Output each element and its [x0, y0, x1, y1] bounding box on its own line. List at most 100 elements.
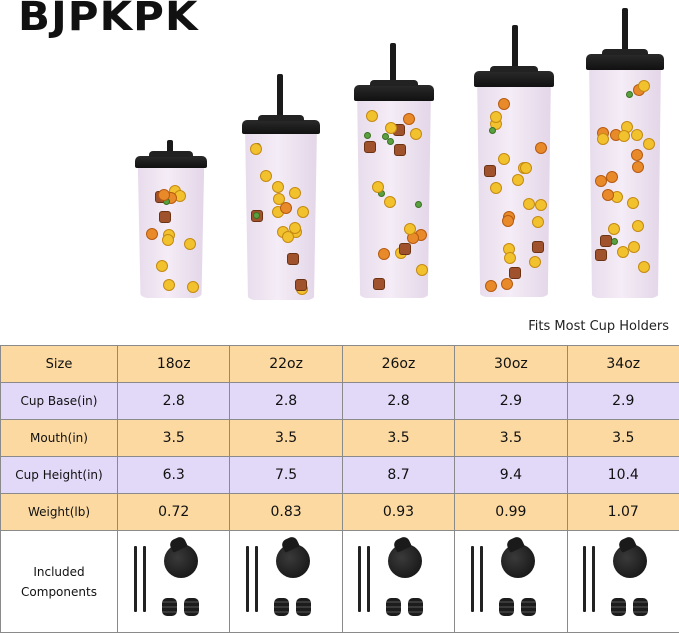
value-cell: 6.3	[116, 456, 231, 494]
emoji-pattern-icon	[489, 181, 502, 194]
emoji-pattern-icon	[599, 234, 612, 247]
emoji-pattern-icon	[501, 214, 514, 227]
emoji-pattern-icon	[363, 132, 371, 140]
lid-icon	[474, 66, 554, 87]
value-cell: 0.83	[229, 493, 343, 531]
value-cell: 3.5	[116, 419, 231, 457]
plug-icon	[161, 597, 177, 616]
value-cell: 9.4	[454, 456, 568, 494]
value-cell: 2.9	[566, 382, 679, 420]
emoji-pattern-icon	[512, 174, 525, 187]
size-cell: 30oz	[454, 345, 568, 383]
emoji-pattern-icon	[272, 181, 285, 194]
emoji-pattern-icon	[532, 215, 544, 228]
table-row-weight: Weight(lb) 0.72 0.83 0.93 0.99 1.07	[0, 493, 679, 531]
emoji-pattern-icon	[184, 238, 197, 250]
emoji-pattern-icon	[638, 79, 651, 92]
value-cell: 3.5	[229, 419, 343, 457]
components-set	[455, 532, 566, 632]
lid-icon	[275, 543, 310, 578]
row-label: Size	[0, 345, 118, 383]
plug-icon	[520, 597, 536, 616]
emoji-pattern-icon	[483, 164, 496, 177]
value-cell: 1.07	[566, 493, 679, 531]
cup-body	[245, 134, 317, 300]
straw-icon	[512, 25, 518, 75]
emoji-pattern-icon	[534, 198, 547, 211]
emoji-pattern-icon	[363, 140, 376, 153]
emoji-pattern-icon	[489, 111, 502, 124]
plug-icon	[408, 597, 424, 616]
lid-icon	[163, 543, 198, 578]
plug-icon	[183, 597, 199, 616]
emoji-pattern-icon	[415, 263, 428, 276]
plug-icon	[273, 597, 289, 616]
emoji-pattern-icon	[394, 143, 407, 156]
table-row-cup-base: Cup Base(in) 2.8 2.8 2.8 2.9 2.9	[0, 382, 679, 420]
emoji-pattern-icon	[628, 241, 641, 254]
emoji-pattern-icon	[637, 261, 650, 274]
row-label: Cup Height(in)	[0, 456, 118, 494]
row-label-line: Included	[33, 564, 85, 579]
emoji-pattern-icon	[386, 137, 394, 145]
emoji-pattern-icon	[365, 110, 378, 123]
emoji-pattern-icon	[381, 133, 389, 141]
plug-icon	[295, 597, 311, 616]
value-cell: 8.7	[341, 456, 456, 494]
components-set	[118, 532, 229, 632]
cup-26oz	[354, 43, 434, 300]
emoji-pattern-icon	[497, 153, 510, 165]
components-set	[568, 532, 679, 632]
cup-body	[137, 168, 205, 298]
lid-icon	[613, 543, 648, 578]
value-cell: 2.9	[454, 382, 568, 420]
components-cell	[454, 530, 568, 633]
lid-icon	[500, 543, 535, 578]
emoji-pattern-icon	[186, 280, 199, 293]
emoji-pattern-icon	[519, 162, 532, 175]
emoji-pattern-icon	[286, 252, 299, 265]
emoji-pattern-icon	[280, 201, 293, 214]
components-set	[230, 532, 341, 632]
emoji-pattern-icon	[289, 186, 302, 199]
emoji-pattern-icon	[163, 279, 176, 292]
emoji-pattern-icon	[158, 211, 171, 224]
emoji-pattern-icon	[500, 278, 513, 291]
straw-icon	[133, 545, 137, 612]
cup-34oz	[586, 8, 664, 300]
row-label: Cup Base(in)	[0, 382, 118, 420]
emoji-pattern-icon	[626, 91, 634, 99]
emoji-pattern-icon	[631, 160, 644, 173]
emoji-pattern-icon	[618, 130, 631, 143]
emoji-pattern-icon	[155, 259, 168, 272]
row-label-line: Components	[21, 584, 97, 599]
straw-icon	[254, 545, 258, 612]
components-cell	[116, 530, 231, 633]
lid-icon	[388, 543, 423, 578]
cup-30oz	[474, 25, 554, 300]
plug-icon	[498, 597, 514, 616]
caption-fits-cup-holders: Fits Most Cup Holders	[528, 319, 669, 334]
straw-icon	[470, 545, 474, 612]
straw-icon	[592, 545, 596, 612]
emoji-pattern-icon	[627, 196, 640, 209]
emoji-pattern-icon	[642, 138, 655, 151]
emoji-pattern-icon	[252, 212, 260, 220]
straw-icon	[479, 545, 483, 612]
emoji-pattern-icon	[294, 278, 307, 291]
emoji-pattern-icon	[399, 242, 412, 255]
straw-icon	[142, 545, 146, 612]
table-row-size: Size 18oz 22oz 26oz 30oz 34oz	[0, 345, 679, 383]
size-cell: 18oz	[116, 345, 231, 383]
straw-icon	[583, 545, 587, 612]
emoji-pattern-icon	[611, 237, 619, 245]
emoji-pattern-icon	[531, 241, 544, 254]
emoji-pattern-icon	[415, 201, 423, 209]
emoji-pattern-icon	[616, 245, 629, 258]
straw-icon	[390, 43, 396, 89]
lid-icon	[354, 80, 434, 101]
straw-icon	[367, 545, 371, 612]
straw-icon	[277, 74, 283, 124]
emoji-pattern-icon	[403, 113, 416, 126]
lid-icon	[135, 151, 207, 168]
